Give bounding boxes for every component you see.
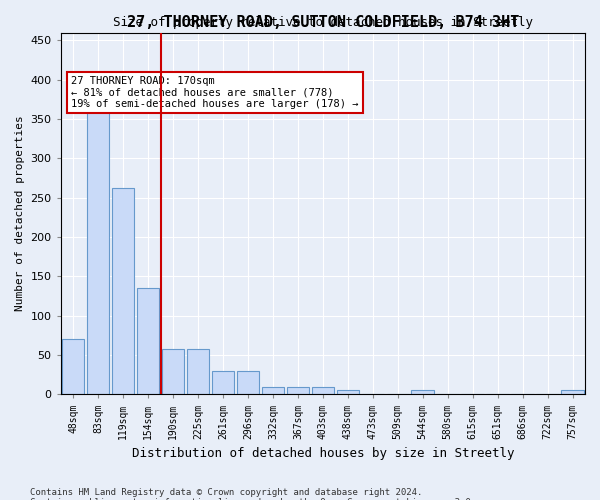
Bar (311, 386, 334, 394)
Bar (87, 97, 109, 394)
Bar (337, 390, 359, 394)
Bar (137, 288, 160, 395)
Bar (62, 340, 85, 394)
Text: Size of property relative to detached houses in Streetly: Size of property relative to detached ho… (113, 16, 533, 29)
Title: 27, THORNEY ROAD, SUTTON COLDFIELD, B74 3HT: 27, THORNEY ROAD, SUTTON COLDFIELD, B74 … (127, 15, 519, 30)
Text: Contains public sector information licensed under the Open Government Licence v3: Contains public sector information licen… (30, 498, 476, 500)
Bar (412, 390, 434, 394)
Bar (187, 349, 209, 395)
Bar (112, 188, 134, 394)
Text: Contains HM Land Registry data © Crown copyright and database right 2024.: Contains HM Land Registry data © Crown c… (30, 488, 422, 497)
Bar (287, 386, 309, 394)
Bar (162, 349, 184, 395)
Text: 27 THORNEY ROAD: 170sqm
← 81% of detached houses are smaller (778)
19% of semi-d: 27 THORNEY ROAD: 170sqm ← 81% of detache… (71, 76, 359, 109)
X-axis label: Distribution of detached houses by size in Streetly: Distribution of detached houses by size … (131, 447, 514, 460)
Bar (237, 371, 259, 394)
Bar (212, 371, 234, 394)
Bar (561, 390, 584, 394)
Y-axis label: Number of detached properties: Number of detached properties (15, 116, 25, 312)
Bar (262, 386, 284, 394)
